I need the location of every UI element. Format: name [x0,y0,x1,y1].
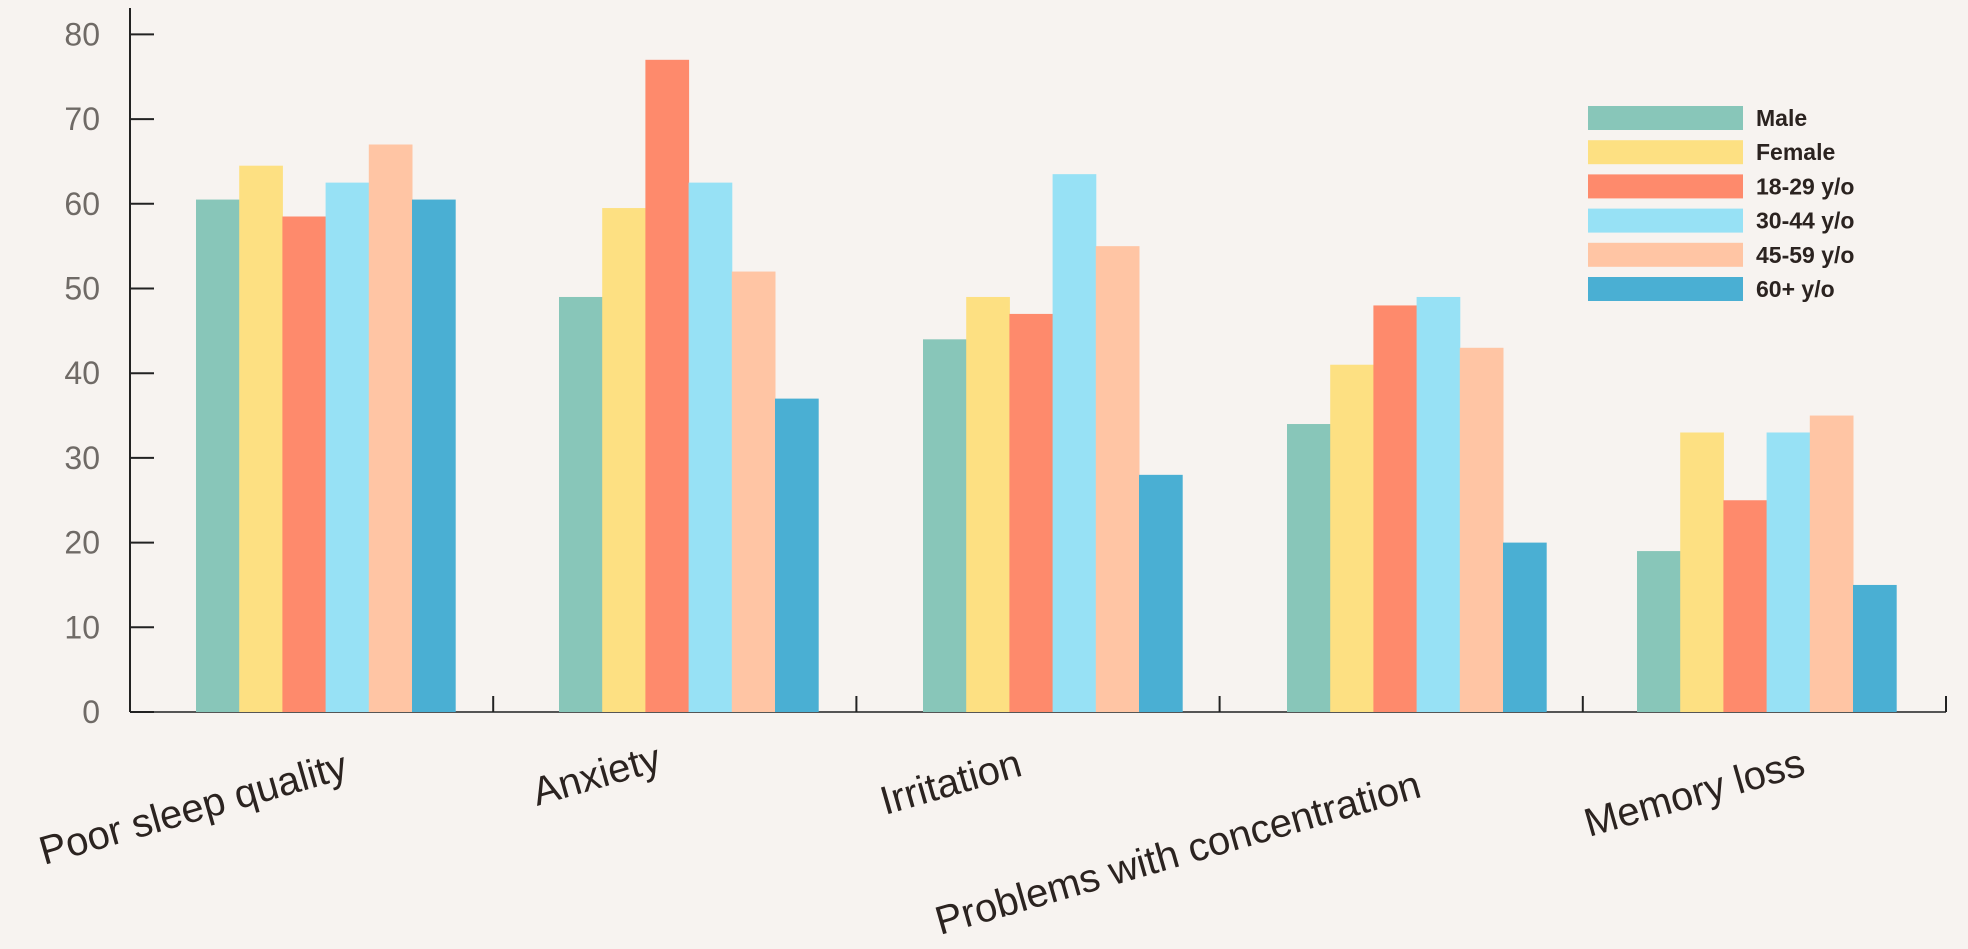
bar [1459,347,1504,712]
bar [1503,542,1547,712]
legend-swatch [1588,277,1743,301]
bar [559,296,603,712]
legend-swatch [1588,174,1743,199]
bar [966,296,1010,712]
legend-swatch [1588,140,1743,165]
legend-label: Male [1756,105,1807,131]
y-tick-label: 20 [64,525,100,561]
bar [1287,424,1331,712]
bar [412,199,456,712]
y-tick-label: 0 [82,694,100,730]
bar [1723,500,1768,712]
legend-swatch [1588,106,1743,130]
bar [1009,313,1054,712]
bar [688,182,733,712]
legend-label: 45-59 y/o [1756,242,1854,268]
legend-swatch [1588,208,1743,233]
bar [1052,174,1097,712]
y-tick-label: 80 [64,16,100,52]
y-tick-label: 70 [64,101,100,137]
legend-label: 30-44 y/o [1756,208,1854,234]
bar [645,59,690,713]
x-tick-label: Anxiety [527,736,665,814]
bar [1095,246,1140,712]
bar [1330,364,1374,712]
x-tick-label: Memory loss [1579,741,1809,846]
bar [239,165,283,712]
legend-label: 18-29 y/o [1756,173,1854,199]
bar [731,271,776,712]
y-tick-label: 60 [64,186,100,222]
bar [1853,584,1897,712]
y-tick-label: 50 [64,271,100,307]
bar [1373,305,1418,712]
x-tick-label: Poor sleep quality [34,744,352,874]
y-tick-label: 10 [64,609,100,645]
bar [923,339,967,712]
y-tick-label: 30 [64,440,100,476]
bar [368,144,413,712]
bar [602,208,646,712]
bar [325,182,370,712]
bar [1680,432,1724,712]
y-tick-label: 40 [64,355,100,391]
x-tick-label: Irritation [875,742,1026,824]
bar [196,199,240,712]
bar [1637,551,1681,712]
legend-label: 60+ y/o [1756,276,1835,302]
bar [1139,474,1183,712]
legend-label: Female [1756,139,1835,165]
bar [775,398,819,712]
bar [1766,432,1811,712]
bar [1416,296,1461,712]
legend-swatch [1588,242,1743,267]
bar [282,216,327,712]
bar [1809,415,1854,712]
